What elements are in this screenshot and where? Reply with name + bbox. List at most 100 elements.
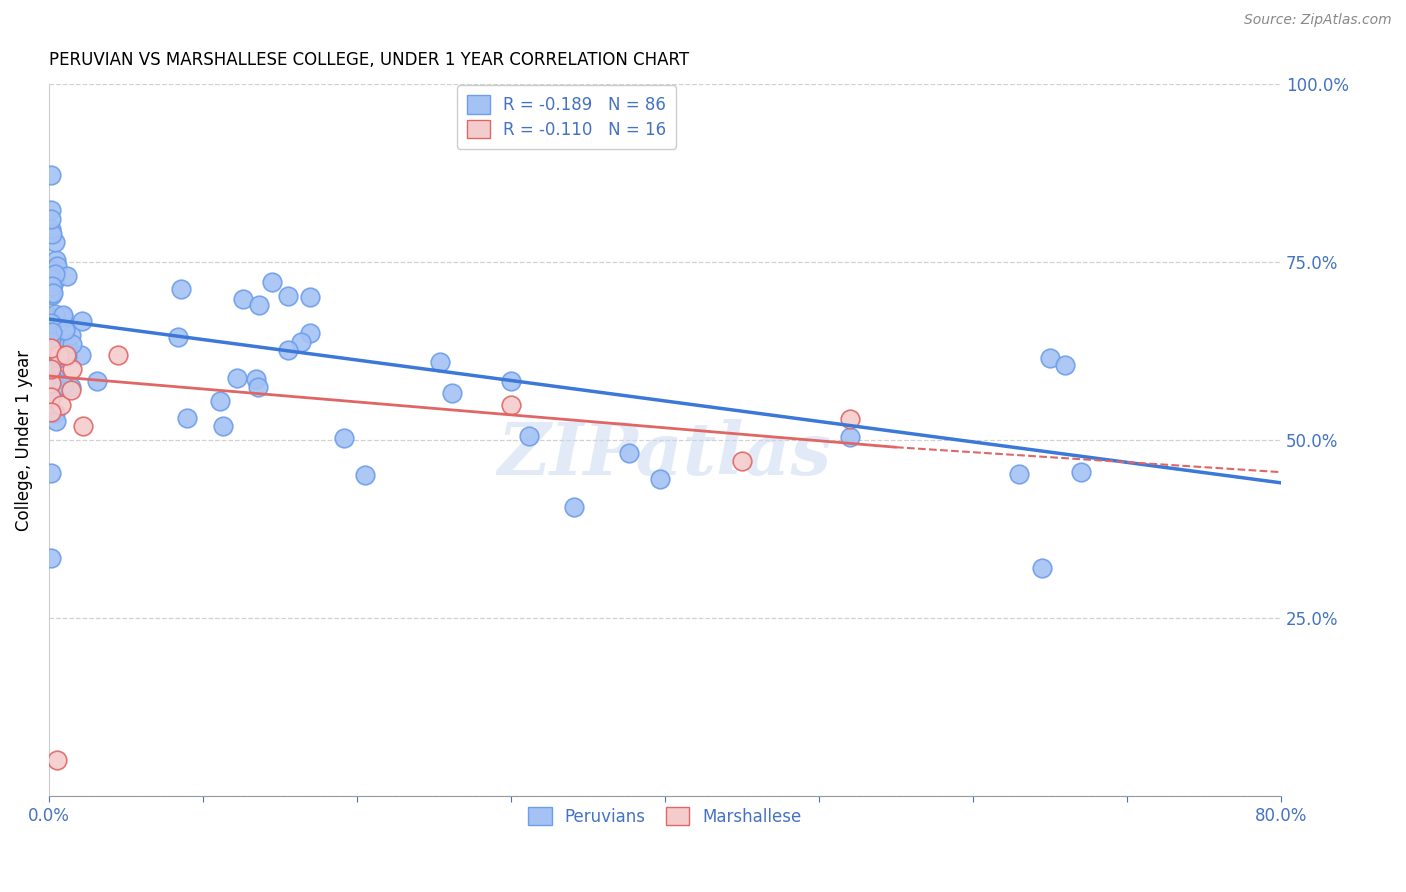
Point (277, 289, 299, 303)
Point (41, 211, 63, 226)
Point (499, 397, 522, 411)
Point (70, 348, 93, 362)
Point (39, 316, 62, 330)
Point (39, 334, 62, 349)
Legend: Peruvians, Marshallese: Peruvians, Marshallese (520, 798, 810, 834)
Point (70, 314, 93, 328)
Point (208, 394, 231, 409)
Point (354, 467, 377, 482)
Point (48, 348, 70, 362)
Point (60, 336, 83, 351)
Point (1039, 351, 1062, 366)
Point (39, 550, 62, 565)
Point (42, 286, 65, 301)
Text: PERUVIAN VS MARSHALLESE COLLEGE, UNDER 1 YEAR CORRELATION CHART: PERUVIAN VS MARSHALLESE COLLEGE, UNDER 1… (49, 51, 689, 69)
Point (45, 414, 67, 428)
Point (41, 357, 63, 371)
Point (39, 285, 62, 300)
Point (245, 372, 267, 386)
Point (298, 326, 321, 340)
Point (39, 404, 62, 418)
Point (60, 380, 83, 394)
Point (299, 290, 322, 304)
Point (39, 262, 62, 277)
Point (41, 227, 63, 241)
Point (226, 371, 249, 385)
Point (39, 351, 62, 366)
Point (44, 267, 66, 281)
Point (39, 376, 62, 391)
Point (86, 374, 108, 388)
Point (564, 500, 586, 514)
Point (648, 472, 671, 486)
Point (41, 285, 63, 299)
Point (39, 391, 62, 405)
Point (731, 454, 754, 468)
Point (46, 259, 69, 273)
Point (44, 307, 66, 321)
Point (246, 380, 269, 394)
Point (232, 293, 254, 307)
Text: Source: ZipAtlas.com: Source: ZipAtlas.com (1244, 13, 1392, 28)
Point (1054, 358, 1077, 372)
Point (44, 369, 66, 384)
Point (53, 323, 76, 337)
Point (41, 318, 63, 332)
Point (170, 282, 193, 296)
Point (333, 431, 356, 445)
Text: ZIPatlas: ZIPatlas (498, 419, 832, 490)
Point (247, 298, 270, 312)
Y-axis label: College, Under 1 year: College, Under 1 year (15, 350, 32, 531)
Point (838, 430, 860, 444)
Point (277, 343, 299, 357)
Point (39, 334, 62, 349)
Point (260, 276, 283, 290)
Point (41, 325, 63, 339)
Point (56, 349, 79, 363)
Point (41, 279, 63, 293)
Point (39, 332, 62, 346)
Point (39, 313, 62, 327)
Point (176, 411, 198, 425)
Point (52, 310, 75, 325)
Point (39, 168, 62, 182)
Point (211, 419, 233, 434)
Point (44, 406, 66, 420)
Point (60, 362, 83, 376)
Point (42, 373, 65, 387)
Point (59, 328, 82, 343)
Point (39, 341, 62, 355)
Point (166, 330, 188, 344)
Point (45, 754, 67, 768)
Point (838, 411, 860, 425)
Point (44, 235, 66, 249)
Point (39, 268, 62, 283)
Point (51, 397, 73, 411)
Point (499, 374, 522, 388)
Point (48, 331, 70, 345)
Point (1031, 560, 1053, 574)
Point (39, 222, 62, 236)
Point (60, 384, 83, 398)
Point (39, 389, 62, 403)
Point (517, 428, 540, 442)
Point (39, 345, 62, 359)
Point (44, 275, 66, 289)
Point (1070, 466, 1092, 480)
Point (39, 272, 62, 286)
Point (39, 203, 62, 218)
Point (39, 310, 62, 324)
Point (617, 446, 640, 460)
Point (52, 309, 75, 323)
Point (429, 355, 451, 369)
Point (39, 466, 62, 480)
Point (55, 348, 77, 362)
Point (72, 418, 94, 433)
Point (55, 338, 77, 352)
Point (41, 288, 63, 302)
Point (39, 262, 62, 277)
Point (39, 362, 62, 376)
Point (39, 373, 62, 387)
Point (440, 386, 463, 401)
Point (1008, 467, 1031, 482)
